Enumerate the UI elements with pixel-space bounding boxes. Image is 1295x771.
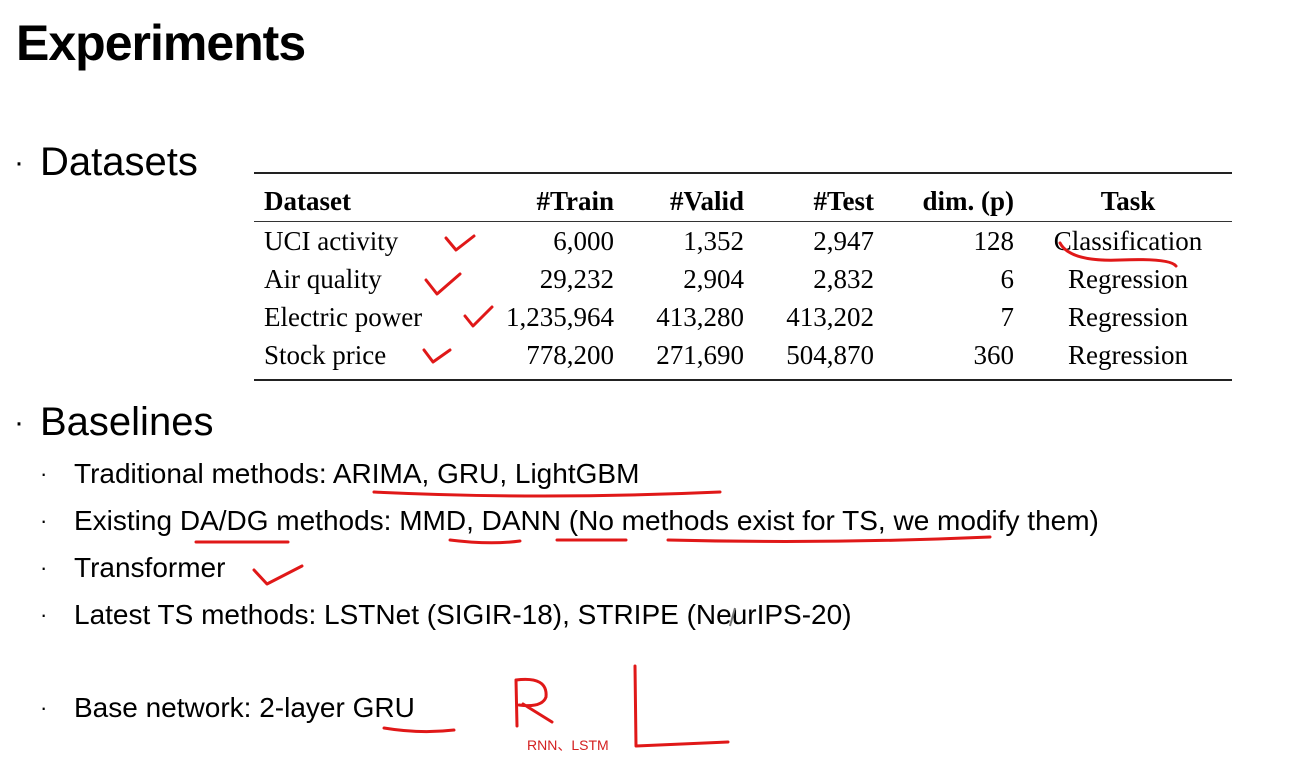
cell-task: Classification — [1053, 226, 1203, 256]
table-row: Air quality 29,232 2,904 2,832 6 Regress… — [254, 260, 1232, 298]
cell-dataset: UCI activity — [264, 226, 399, 256]
cell-dataset: Air quality — [264, 264, 382, 294]
bullet-dot: · — [14, 405, 24, 439]
cell-dim: 6 — [1000, 264, 1015, 294]
table-row: UCI activity 6,000 1,352 2,947 128 Class… — [254, 222, 1232, 261]
table-row: Electric power 1,235,964 413,280 413,202… — [254, 298, 1232, 336]
bullet-dot: · — [40, 602, 48, 627]
cell-dataset: Stock price — [264, 340, 387, 370]
datasets-label: Datasets — [40, 140, 198, 184]
cell-dim: 7 — [1000, 302, 1015, 332]
cell-dataset: Electric power — [264, 302, 423, 332]
handwritten-corner — [633, 664, 730, 748]
cell-valid: 1,352 — [683, 226, 744, 256]
baseline-transformer: Transformer — [74, 552, 226, 583]
header-test: #Test — [754, 174, 884, 222]
baseline-latest-ts: Latest TS methods: LSTNet (SIGIR-18), ST… — [74, 599, 852, 630]
bullet-dot: · — [40, 555, 48, 580]
baselines-label: Baselines — [40, 400, 214, 444]
list-item: · Base network: 2-layer GRU — [40, 692, 415, 724]
bullet-dot: · — [40, 461, 48, 486]
cell-valid: 271,690 — [656, 340, 744, 370]
cell-test: 413,202 — [786, 302, 874, 332]
underline-gru — [382, 726, 456, 734]
list-item: · Existing DA/DG methods: MMD, DANN (No … — [40, 505, 1099, 537]
baseline-traditional: Traditional methods: ARIMA, GRU, LightGB… — [74, 458, 640, 489]
cell-test: 504,870 — [786, 340, 874, 370]
bullet-dot: · — [14, 145, 24, 179]
underline-no-methods — [666, 535, 992, 543]
handwritten-note: RNN、LSTM — [527, 737, 609, 753]
header-valid: #Valid — [624, 174, 754, 222]
underline-traditional — [372, 490, 722, 498]
cell-dim: 360 — [973, 340, 1015, 370]
cell-train: 6,000 — [553, 226, 614, 256]
bullet-dot: · — [40, 508, 48, 533]
baselines-heading: · Baselines — [14, 400, 214, 445]
cell-test: 2,832 — [813, 264, 874, 294]
datasets-table: Dataset #Train #Valid #Test dim. (p) Tas… — [254, 172, 1232, 381]
handwritten-r — [514, 677, 554, 728]
cell-valid: 2,904 — [683, 264, 744, 294]
header-train: #Train — [484, 174, 624, 222]
baseline-da-dg: Existing DA/DG methods: MMD, DANN (No me… — [74, 505, 1099, 536]
cell-train: 1,235,964 — [506, 302, 614, 332]
header-dataset: Dataset — [254, 174, 484, 222]
header-task: Task — [1024, 174, 1232, 222]
cell-task: Regression — [1068, 302, 1188, 332]
page-title: Experiments — [16, 15, 306, 71]
list-item: · Latest TS methods: LSTNet (SIGIR-18), … — [40, 599, 852, 631]
cell-test: 2,947 — [813, 226, 874, 256]
list-item: · Transformer — [40, 552, 225, 584]
underline-mmd — [448, 538, 522, 545]
list-item: · Traditional methods: ARIMA, GRU, Light… — [40, 458, 639, 490]
bullet-dot: · — [40, 695, 48, 720]
table-header-row: Dataset #Train #Valid #Test dim. (p) Tas… — [254, 174, 1232, 222]
cell-train: 29,232 — [539, 264, 614, 294]
cell-task: Regression — [1068, 340, 1188, 370]
header-dim: dim. (p) — [884, 174, 1024, 222]
datasets-heading: · Datasets — [14, 140, 198, 185]
cell-train: 778,200 — [526, 340, 614, 370]
table-row: Stock price 778,200 271,690 504,870 360 … — [254, 336, 1232, 379]
cell-dim: 128 — [973, 226, 1015, 256]
cell-task: Regression — [1068, 264, 1188, 294]
checkmark-icon — [252, 564, 304, 586]
base-network: Base network: 2-layer GRU — [74, 692, 415, 723]
cell-valid: 413,280 — [656, 302, 744, 332]
